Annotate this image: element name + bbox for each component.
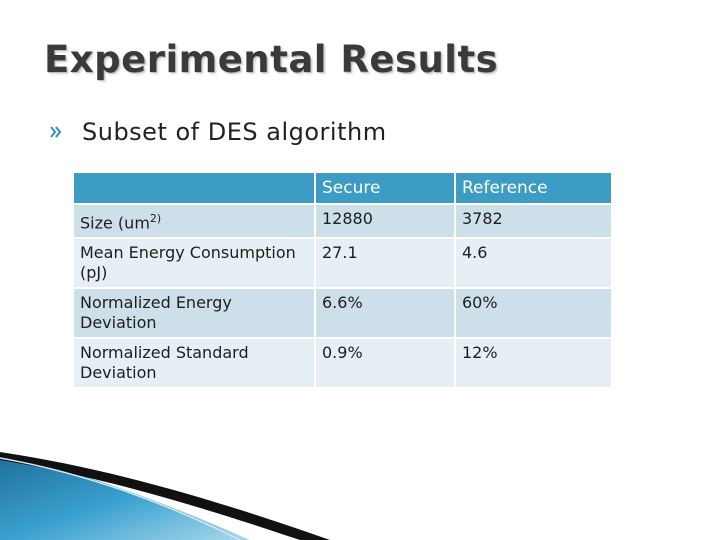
reference-value: 60% bbox=[454, 287, 613, 340]
slide-title: Experimental Results bbox=[44, 38, 499, 81]
swoosh-blue-band bbox=[0, 455, 250, 540]
secure-value: 12880 bbox=[314, 202, 456, 240]
table-row: Normalized Energy Deviation 6.6% 60% bbox=[72, 287, 613, 340]
table-header-row: Secure Reference bbox=[72, 171, 613, 205]
secure-value: 0.9% bbox=[314, 337, 456, 390]
row-label: Size (um2) bbox=[72, 202, 316, 240]
header-cell-reference: Reference bbox=[454, 171, 613, 205]
table-row: Size (um2) 12880 3782 bbox=[72, 202, 613, 240]
swoosh-light-line bbox=[0, 457, 241, 540]
header-cell-secure: Secure bbox=[314, 171, 456, 205]
secure-value: 27.1 bbox=[314, 237, 456, 290]
row-label: Normalized Energy Deviation bbox=[72, 287, 316, 340]
row-label: Normalized Standard Deviation bbox=[72, 337, 316, 390]
table-row: Mean Energy Consumption (pJ) 27.1 4.6 bbox=[72, 237, 613, 290]
results-table: Secure Reference Size (um2) 12880 3782 M… bbox=[72, 171, 613, 390]
row-label-text: Size (um bbox=[80, 213, 150, 233]
bullet-arrow-icon bbox=[50, 126, 62, 138]
bullet-text: Subset of DES algorithm bbox=[82, 118, 387, 146]
table-row: Normalized Standard Deviation 0.9% 12% bbox=[72, 337, 613, 390]
header-cell-empty bbox=[72, 171, 316, 205]
reference-value: 3782 bbox=[454, 202, 613, 240]
secure-value: 6.6% bbox=[314, 287, 456, 340]
bullet-item: Subset of DES algorithm bbox=[50, 118, 387, 146]
row-label-superscript: 2) bbox=[149, 212, 162, 225]
reference-value: 12% bbox=[454, 337, 613, 390]
row-label: Mean Energy Consumption (pJ) bbox=[72, 237, 316, 290]
swoosh-black-stroke bbox=[0, 452, 330, 540]
reference-value: 4.6 bbox=[454, 237, 613, 290]
